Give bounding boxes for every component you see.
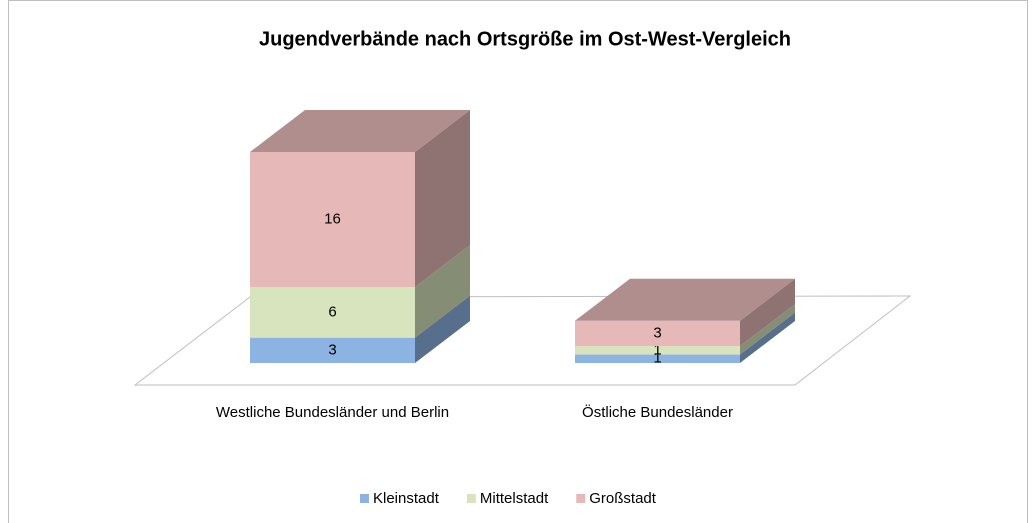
bar-top (575, 278, 795, 321)
legend-swatch (466, 494, 476, 503)
bar (250, 337, 415, 363)
data-label: 1 (653, 341, 661, 358)
legend-label: Mittelstadt (480, 490, 549, 507)
data-label: 3 (328, 341, 336, 358)
chart-title: Jugendverbände nach Ortsgröße im Ost-Wes… (259, 28, 791, 50)
legend-swatch (576, 494, 586, 503)
legend-label: Kleinstadt (373, 490, 440, 507)
bar-side (415, 295, 470, 363)
bar-side (740, 304, 795, 355)
bar (575, 346, 740, 355)
bar (250, 152, 415, 288)
bar-top (250, 110, 470, 152)
data-label: 16 (324, 210, 341, 227)
bar-side (415, 110, 470, 288)
bar-side (740, 312, 795, 363)
x-tick-label: Östliche Bundesländer (582, 404, 733, 421)
x-tick-label: Westliche Bundesländer und Berlin (215, 404, 450, 421)
bar-side (415, 245, 470, 338)
data-label: 1 (653, 350, 661, 367)
bar (250, 287, 415, 338)
legend-swatch (360, 494, 369, 503)
bar-side (740, 278, 795, 347)
data-label: 3 (653, 324, 661, 341)
data-label: 6 (328, 303, 336, 320)
chart-border (8, 0, 1028, 523)
bar (575, 320, 740, 347)
bar (575, 354, 740, 363)
legend-label: Großstadt (589, 490, 657, 507)
